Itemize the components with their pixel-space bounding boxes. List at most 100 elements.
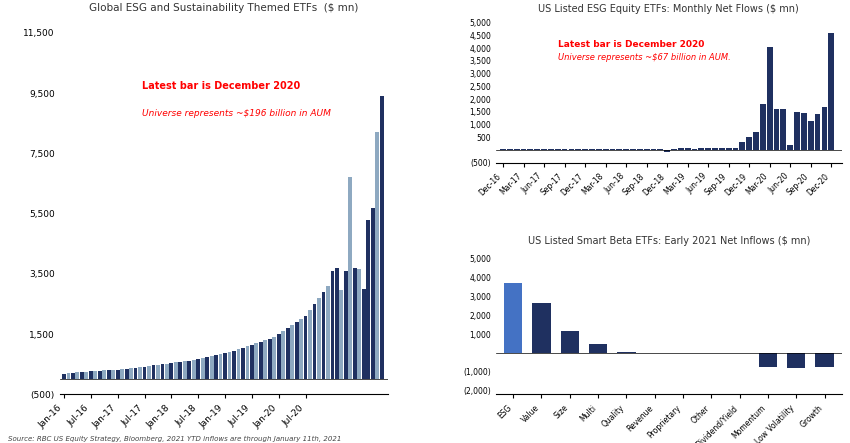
Bar xyxy=(228,352,231,379)
Bar xyxy=(156,365,160,379)
Bar xyxy=(250,345,254,379)
Bar xyxy=(62,374,66,379)
Title: Global ESG and Sustainability Themed ETFs  ($ mn): Global ESG and Sustainability Themed ETF… xyxy=(89,3,359,13)
Bar xyxy=(174,362,178,379)
Bar xyxy=(746,137,752,150)
Bar xyxy=(375,132,379,379)
Bar xyxy=(719,148,725,150)
Bar xyxy=(125,369,128,379)
Bar xyxy=(532,303,551,353)
Bar xyxy=(521,148,526,150)
Bar xyxy=(616,149,622,150)
Bar xyxy=(232,350,236,379)
Bar xyxy=(569,148,575,150)
Bar xyxy=(66,373,71,379)
Bar xyxy=(236,349,241,379)
Text: Latest bar is December 2020: Latest bar is December 2020 xyxy=(142,81,300,91)
Bar xyxy=(290,325,294,379)
Bar xyxy=(281,331,285,379)
Bar xyxy=(726,148,732,150)
Bar xyxy=(277,334,280,379)
Bar xyxy=(808,120,813,150)
Bar xyxy=(187,361,191,379)
Bar xyxy=(794,112,800,150)
Bar xyxy=(562,149,568,150)
Bar xyxy=(309,310,312,379)
Bar xyxy=(286,328,290,379)
Bar xyxy=(685,148,690,150)
Bar xyxy=(303,316,308,379)
Bar xyxy=(753,132,759,150)
Bar xyxy=(678,148,683,150)
Bar xyxy=(821,107,827,150)
Bar xyxy=(712,148,718,150)
Bar xyxy=(357,269,361,379)
Bar xyxy=(272,337,276,379)
Bar xyxy=(541,148,547,150)
Text: Latest bar is December 2020: Latest bar is December 2020 xyxy=(558,40,705,49)
Bar xyxy=(139,367,142,379)
Title: US Listed ESG Equity ETFs: Monthly Net Flows ($ mn): US Listed ESG Equity ETFs: Monthly Net F… xyxy=(539,4,799,14)
Bar xyxy=(151,365,156,379)
Bar xyxy=(299,319,303,379)
Bar xyxy=(829,33,834,150)
Bar xyxy=(210,356,213,379)
Bar xyxy=(120,369,124,379)
Bar xyxy=(535,149,540,150)
Text: Source: RBC US Equity Strategy, Bloomberg, 2021 YTD inflows are through January : Source: RBC US Equity Strategy, Bloomber… xyxy=(8,435,342,442)
Bar xyxy=(692,148,697,150)
Bar xyxy=(815,353,834,367)
Bar xyxy=(664,150,670,152)
Bar xyxy=(201,358,205,379)
Bar xyxy=(504,284,523,353)
Bar xyxy=(630,149,636,150)
Bar xyxy=(353,268,357,379)
Bar xyxy=(218,354,223,379)
Bar xyxy=(623,148,629,150)
Bar xyxy=(196,359,200,379)
Title: US Listed Smart Beta ETFs: Early 2021 Net Inflows ($ mn): US Listed Smart Beta ETFs: Early 2021 Ne… xyxy=(528,236,810,246)
Bar xyxy=(264,340,267,379)
Bar xyxy=(161,364,164,379)
Bar xyxy=(98,371,102,379)
Bar xyxy=(740,142,745,150)
Bar xyxy=(637,148,643,150)
Bar xyxy=(76,372,79,379)
Bar xyxy=(107,370,110,379)
Bar xyxy=(767,47,773,150)
Bar xyxy=(643,148,649,150)
Bar xyxy=(513,149,519,150)
Bar xyxy=(116,369,120,379)
Bar xyxy=(801,113,807,150)
Bar xyxy=(596,148,602,150)
Bar xyxy=(147,366,151,379)
Bar xyxy=(254,343,258,379)
Bar xyxy=(759,353,777,367)
Bar xyxy=(102,370,106,379)
Bar xyxy=(111,370,115,379)
Bar xyxy=(295,322,298,379)
Bar xyxy=(321,292,326,379)
Bar xyxy=(241,348,245,379)
Bar xyxy=(335,268,339,379)
Bar xyxy=(129,369,133,379)
Text: Universe represents ~$67 billion in AUM.: Universe represents ~$67 billion in AUM. xyxy=(558,53,731,62)
Bar xyxy=(500,148,506,150)
Bar xyxy=(774,109,779,150)
Bar xyxy=(348,177,352,379)
Bar xyxy=(787,353,806,368)
Bar xyxy=(84,372,88,379)
Bar xyxy=(71,373,75,379)
Bar xyxy=(192,360,196,379)
Bar xyxy=(313,304,316,379)
Bar xyxy=(80,372,84,379)
Bar xyxy=(507,148,513,150)
Bar xyxy=(780,109,786,150)
Bar xyxy=(589,344,607,353)
Bar xyxy=(344,271,348,379)
Bar xyxy=(246,346,249,379)
Bar xyxy=(760,104,766,150)
Bar xyxy=(133,368,138,379)
Bar xyxy=(205,357,209,379)
Bar xyxy=(362,289,365,379)
